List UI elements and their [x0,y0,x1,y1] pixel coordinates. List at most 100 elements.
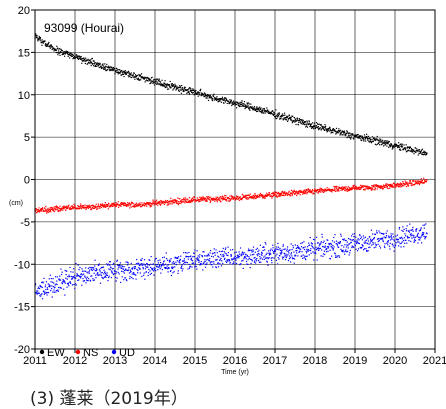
data-point-ns [253,194,255,196]
data-point-ew [104,68,106,70]
data-point-ew [82,60,84,62]
data-point-ud [230,255,232,257]
data-point-ew [205,97,208,99]
data-point-ud [320,241,322,243]
data-point-ns [184,202,186,204]
data-point-ud [121,270,123,272]
data-point-ud [341,249,343,252]
data-point-ew [275,117,277,120]
data-point-ew [347,134,350,136]
data-point-ew [184,89,187,91]
data-point-ew [420,152,422,154]
data-point-ud [318,245,320,247]
data-point-ns [391,183,393,186]
data-point-ns [183,201,185,203]
data-point-ud [234,262,236,264]
data-point-ns [389,185,391,187]
data-point-ew [158,80,160,82]
data-point-ns [407,185,409,187]
data-point-ud [45,288,47,291]
data-point-ns [263,196,265,198]
data-point-ud [155,257,157,260]
data-point-ew [182,88,184,90]
data-point-ns [244,195,246,197]
data-point-ud [136,268,138,271]
data-point-ns [295,190,297,192]
data-point-ew [272,114,274,116]
data-point-ud [322,255,324,257]
data-point-ew [248,106,250,108]
data-point-ns [119,204,121,206]
data-point-ud [90,268,93,271]
data-point-ud [86,271,88,273]
data-point-ns [407,183,409,185]
data-point-ud [83,270,85,272]
data-point-ns [159,200,161,203]
data-point-ew [186,92,188,94]
legend-label-ud: UD [119,347,135,359]
data-point-ns [305,192,307,194]
data-point-ud [92,267,94,269]
data-point-ew [36,35,38,37]
data-point-ns [226,200,228,202]
data-point-ew [201,92,203,95]
data-point-ud [168,260,170,262]
data-point-ns [252,194,254,197]
x-tick-label: 2018 [303,355,327,367]
data-point-ud [138,267,140,269]
data-point-ns [105,205,107,207]
data-point-ns [202,196,204,198]
data-point-ew [360,139,362,142]
data-point-ew [82,57,84,59]
data-point-ns [392,186,394,188]
data-point-ud [42,282,44,284]
data-point-ew [239,105,241,108]
data-point-ns [156,202,159,204]
data-point-ew [217,100,220,103]
data-point-ew [203,94,205,96]
data-point-ud [187,268,189,270]
data-point-ew [182,89,185,91]
data-point-ew [225,98,227,100]
data-point-ew [376,143,379,145]
data-point-ns [126,205,128,207]
data-point-ew [332,128,335,130]
data-point-ud [333,241,335,243]
data-point-ud [280,252,282,254]
data-point-ns [149,206,151,208]
data-point-ud [147,274,149,277]
data-point-ns [180,200,182,203]
data-point-ns [218,197,220,199]
data-point-ud [51,287,53,290]
data-point-ew [246,103,249,105]
data-point-ud [46,294,48,296]
data-point-ud [220,257,222,259]
data-point-ew [44,40,46,42]
data-point-ew [121,71,123,73]
data-point-ew [400,143,402,145]
data-point-ns [152,200,154,202]
data-point-ew [213,93,215,95]
data-point-ew [386,142,388,145]
data-point-ns [392,185,394,187]
data-point-ns [325,188,327,191]
data-point-ns [388,187,391,189]
data-point-ns [143,202,145,204]
data-point-ew [130,76,133,79]
data-point-ew [327,128,329,131]
data-point-ud [346,244,348,246]
data-point-ud [348,254,350,256]
data-point-ud [422,233,424,235]
data-point-ns [60,209,63,211]
data-point-ns [307,189,309,191]
data-point-ew [101,67,103,70]
data-point-ud [44,284,47,286]
data-point-ew [174,83,176,85]
data-point-ud [120,281,122,284]
data-point-ew [274,115,276,117]
data-point-ns [123,202,125,204]
data-point-ew [110,69,112,72]
data-point-ns [266,192,268,194]
data-point-ud [121,265,123,267]
data-point-ew [108,65,110,67]
